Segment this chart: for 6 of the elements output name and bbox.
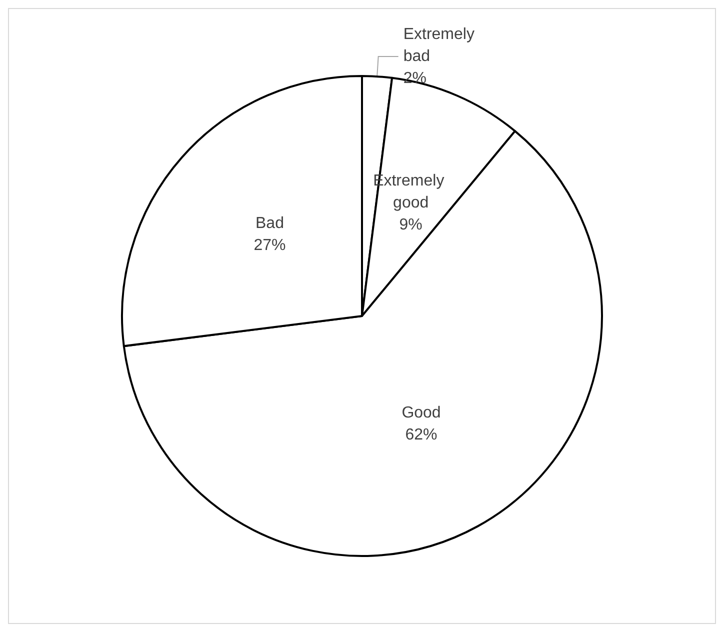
data-label: 27% xyxy=(254,237,286,254)
slice-label: Good xyxy=(402,404,441,422)
data-label: 62% xyxy=(405,426,438,444)
slice-label: Extremely bad xyxy=(403,26,479,66)
slice-label: Bad xyxy=(256,215,284,232)
data-label: 9% xyxy=(399,216,422,234)
